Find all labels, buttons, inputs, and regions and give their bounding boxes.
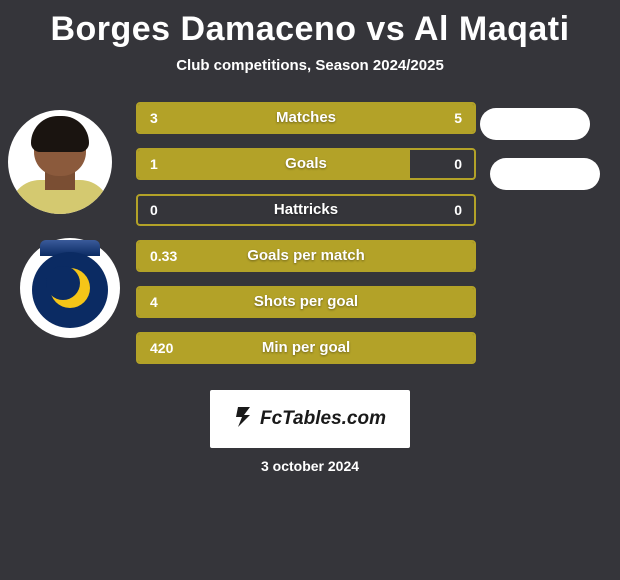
stat-label: Min per goal (138, 334, 474, 362)
stat-value-left: 4 (150, 288, 158, 316)
subtitle: Club competitions, Season 2024/2025 (0, 57, 620, 74)
stat-label: Goals (138, 150, 474, 178)
stat-value-left: 1 (150, 150, 158, 178)
stat-label: Matches (138, 104, 474, 132)
player1-club-badge (20, 238, 120, 338)
club-crescent-icon (50, 268, 90, 308)
player1-avatar (8, 110, 112, 214)
stat-value-right: 0 (454, 196, 462, 224)
stat-value-left: 0.33 (150, 242, 177, 270)
stats-bars: Matches35Goals10Hattricks00Goals per mat… (136, 102, 476, 378)
date-label: 3 october 2024 (0, 458, 620, 474)
logo-text: FcTables.com (260, 408, 386, 430)
stat-row: Matches3 5 (136, 102, 476, 134)
stat-row: Goals1 0 (136, 148, 476, 180)
player2-avatar-placeholder (480, 108, 590, 140)
stat-row: Min per goal420 (136, 332, 476, 364)
player2-club-placeholder (490, 158, 600, 190)
stat-row: Hattricks0 0 (136, 194, 476, 226)
page-title: Borges Damaceno vs Al Maqati (0, 0, 620, 49)
stat-value-left: 3 (150, 104, 158, 132)
avatar-hair (31, 116, 89, 152)
stat-value-left: 0 (150, 196, 158, 224)
stat-value-left: 420 (150, 334, 173, 362)
stat-label: Shots per goal (138, 288, 474, 316)
stat-row: Shots per goal4 (136, 286, 476, 318)
fctables-logo[interactable]: FcTables.com (210, 390, 410, 448)
stat-row: Goals per match0.33 (136, 240, 476, 272)
stat-label: Goals per match (138, 242, 474, 270)
bolt-icon (234, 405, 254, 433)
stat-value-right: 0 (454, 150, 462, 178)
stat-label: Hattricks (138, 196, 474, 224)
stat-value-right: 5 (454, 104, 462, 132)
